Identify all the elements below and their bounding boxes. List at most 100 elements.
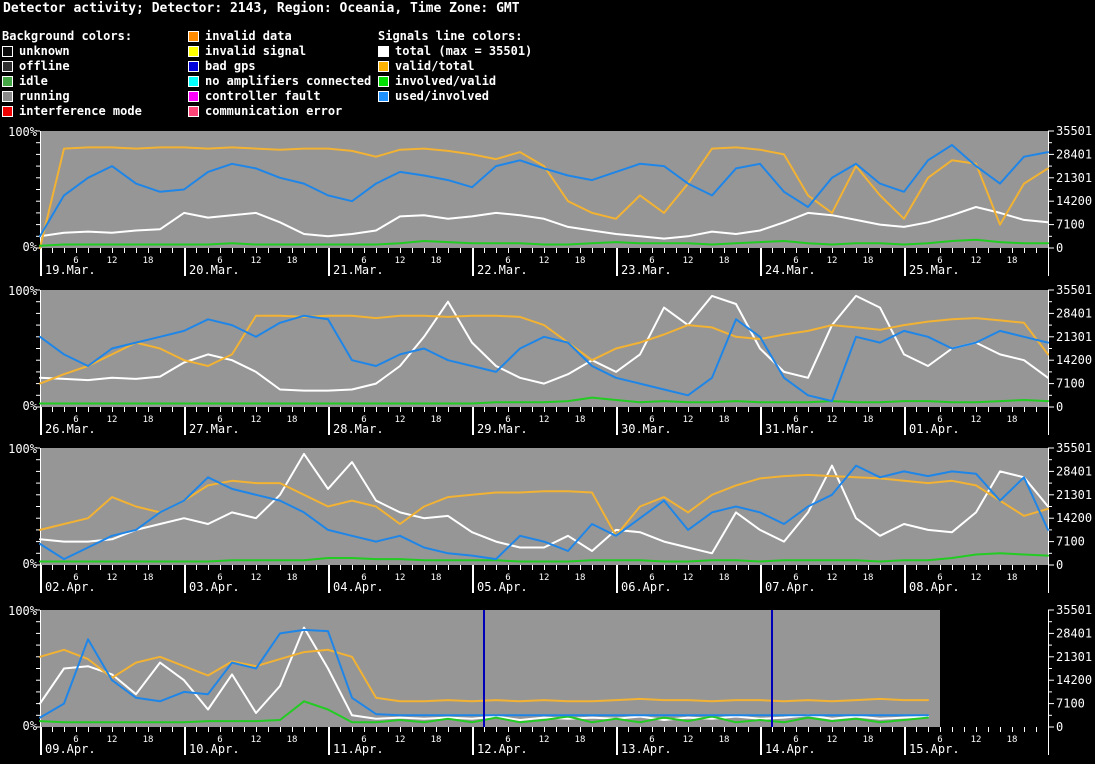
legend-item: interference mode	[2, 104, 142, 119]
right-axis-label: 0	[1056, 558, 1063, 572]
legend-swatch	[2, 76, 13, 87]
y-axis-label-top: 100%	[8, 604, 38, 618]
hour-label: 18	[143, 735, 154, 745]
right-axis-label: 35501	[1056, 283, 1092, 297]
legend-item: valid/total	[378, 59, 532, 74]
hour-label: 6	[937, 573, 942, 583]
y-axis-label-top: 100%	[8, 284, 38, 298]
hour-label: 18	[863, 256, 874, 266]
right-axis-label: 28401	[1056, 464, 1092, 478]
legend-swatch	[378, 46, 389, 57]
legend-column-1: Background colors: unknown offline idle runn…	[2, 29, 142, 119]
hour-label: 6	[793, 573, 798, 583]
hour-label: 6	[73, 256, 78, 266]
legend-item: used/involved	[378, 89, 532, 104]
legend-label: controller fault	[205, 89, 321, 103]
date-label: 04.Apr.	[333, 580, 384, 594]
hour-label: 18	[431, 256, 442, 266]
hour-label: 6	[217, 735, 222, 745]
hour-label: 12	[683, 573, 694, 583]
legend-item: bad gps	[188, 59, 371, 74]
hour-label: 12	[251, 735, 262, 745]
series-line-used-involved	[39, 464, 1049, 561]
date-label: 28.Mar.	[333, 422, 384, 436]
hour-label: 18	[287, 735, 298, 745]
y-axis-label-top: 100%	[8, 442, 38, 456]
legend-label: total (max = 35501)	[395, 44, 533, 58]
chart-row-3: 6 12 18 02.Apr. 6 12 18 03.Apr. 6 12 18 04.Apr. 6 12 1…	[0, 440, 1095, 598]
legend-label: involved/valid	[395, 74, 497, 88]
legend: Background colors: unknown offline idle runn…	[0, 29, 1095, 121]
hour-label: 18	[431, 735, 442, 745]
hour-label: 6	[649, 256, 654, 266]
hour-label: 12	[251, 256, 262, 266]
series-line-total	[39, 452, 1049, 555]
hour-label: 12	[827, 415, 838, 425]
date-label: 02.Apr.	[45, 580, 96, 594]
right-axis-label: 21301	[1056, 330, 1092, 344]
series-line-involved-valid	[39, 396, 1049, 405]
hour-label: 12	[107, 256, 118, 266]
hour-label: 6	[73, 735, 78, 745]
plot-area	[40, 131, 1048, 248]
hour-label: 6	[361, 735, 366, 745]
legend-item: no amplifiers connected	[188, 74, 371, 89]
right-axis-label: 14200	[1056, 673, 1092, 687]
chart-row-2: 6 12 18 26.Mar. 6 12 18 27.Mar. 6 12 18 28.Mar. 6 12 1…	[0, 282, 1095, 440]
hour-label: 18	[1007, 573, 1018, 583]
hour-label: 18	[287, 573, 298, 583]
legend-item: unknown	[2, 44, 142, 59]
hour-label: 12	[827, 573, 838, 583]
date-label: 11.Apr.	[333, 742, 384, 756]
hour-label: 6	[505, 415, 510, 425]
legend-label: communication error	[205, 104, 343, 118]
hour-label: 12	[683, 735, 694, 745]
hour-label: 12	[683, 415, 694, 425]
hour-label: 6	[361, 256, 366, 266]
hour-label: 18	[719, 573, 730, 583]
legend-label: idle	[19, 74, 48, 88]
y-axis-label-top: 100%	[8, 125, 38, 139]
legend-swatch	[2, 61, 13, 72]
hour-label: 6	[73, 415, 78, 425]
legend-swatch	[378, 61, 389, 72]
hour-label: 18	[719, 735, 730, 745]
legend-item: offline	[2, 59, 142, 74]
legend-swatch	[2, 91, 13, 102]
hour-label: 12	[683, 256, 694, 266]
hour-label: 12	[395, 415, 406, 425]
hour-label: 18	[1007, 735, 1018, 745]
right-axis-label: 35501	[1056, 124, 1092, 138]
right-axis-label: 35501	[1056, 603, 1092, 617]
hour-label: 12	[395, 573, 406, 583]
hour-label: 6	[505, 573, 510, 583]
legend-header: Signals line colors:	[378, 29, 523, 43]
legend-swatch	[2, 46, 13, 57]
hour-label: 6	[793, 256, 798, 266]
date-label: 29.Mar.	[477, 422, 528, 436]
legend-label: offline	[19, 59, 70, 73]
legend-item: invalid signal	[188, 44, 371, 59]
date-label: 06.Apr.	[621, 580, 672, 594]
date-label: 25.Mar.	[909, 263, 960, 277]
legend-label: bad gps	[205, 59, 256, 73]
right-axis-label: 28401	[1056, 626, 1092, 640]
series-line-used-involved	[39, 144, 1049, 238]
hour-label: 12	[971, 415, 982, 425]
hour-label: 12	[971, 256, 982, 266]
right-axis-label: 14200	[1056, 353, 1092, 367]
date-label: 12.Apr.	[477, 742, 528, 756]
legend-swatch	[188, 76, 199, 87]
date-label: 31.Mar.	[765, 422, 816, 436]
hour-label: 18	[1007, 415, 1018, 425]
hour-label: 6	[217, 573, 222, 583]
hour-label: 12	[107, 573, 118, 583]
hour-label: 18	[143, 415, 154, 425]
date-label: 19.Mar.	[45, 263, 96, 277]
date-label: 27.Mar.	[189, 422, 240, 436]
series-line-valid-total	[39, 314, 1049, 385]
hour-label: 12	[251, 573, 262, 583]
hour-label: 6	[937, 256, 942, 266]
